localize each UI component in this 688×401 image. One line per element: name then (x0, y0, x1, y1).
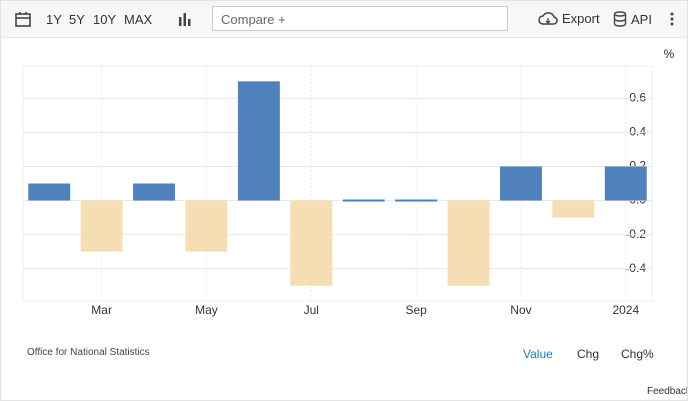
bar (133, 183, 176, 201)
compare-input[interactable]: Compare + (212, 6, 508, 31)
bar (28, 183, 71, 201)
export-button[interactable]: Export (562, 11, 600, 26)
y-tick-label: 0.6 (629, 91, 646, 105)
chart: % -0.4-0.20.00.20.40.6MarMayJulSepNov202… (22, 47, 675, 317)
toolbar: 1Y 5Y 10Y MAX Compare + Export API (1, 1, 687, 38)
bar (604, 166, 647, 201)
api-icon[interactable] (613, 11, 627, 27)
view-chg-pct[interactable]: Chg% (621, 347, 654, 361)
range-5y[interactable]: 5Y (69, 12, 85, 27)
x-tick-label: Mar (91, 303, 112, 317)
chart-type-icon[interactable] (177, 11, 193, 27)
view-value[interactable]: Value (523, 347, 553, 361)
y-tick-label: 0.4 (629, 125, 646, 139)
bar (80, 200, 123, 252)
bar (185, 200, 228, 252)
export-icon[interactable] (538, 11, 558, 27)
x-tick-label: Nov (510, 303, 531, 317)
range-1y[interactable]: 1Y (46, 12, 62, 27)
bar (395, 199, 438, 202)
bar (447, 200, 490, 286)
plot-area (22, 65, 653, 302)
x-tick-label: Jul (304, 303, 319, 317)
source: Office for National Statistics (27, 347, 150, 358)
bar (342, 199, 385, 202)
calendar-icon[interactable] (15, 11, 31, 27)
view-chg[interactable]: Chg (577, 347, 600, 361)
unit-label: % (664, 47, 675, 61)
x-tick-label: May (195, 303, 218, 317)
y-tick-label: -0.4 (625, 261, 646, 275)
menu-icon[interactable] (669, 11, 675, 27)
bar (237, 81, 280, 201)
x-tick-label: Sep (405, 303, 427, 317)
range-max[interactable]: MAX (124, 12, 153, 27)
bar (499, 166, 542, 201)
api-button[interactable]: API (631, 12, 652, 27)
feedback-link[interactable]: Feedback (647, 386, 688, 397)
x-tick-label: 2024 (612, 303, 639, 317)
bar (290, 200, 333, 286)
range-10y[interactable]: 10Y (93, 12, 117, 27)
y-tick-label: -0.2 (625, 227, 646, 241)
bar (552, 200, 595, 218)
